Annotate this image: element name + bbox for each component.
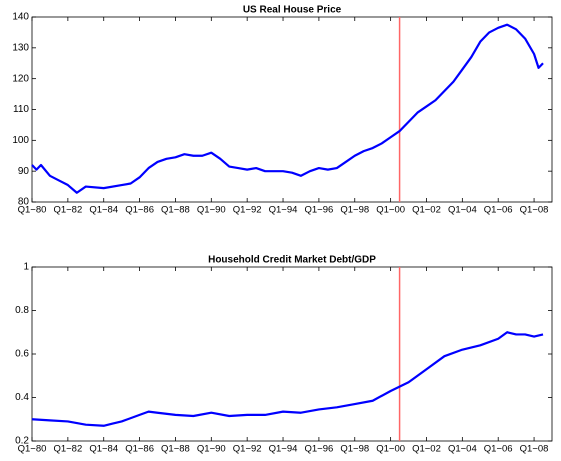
x-tick-label: Q1−04	[448, 444, 477, 455]
x-tick-label: Q1−82	[53, 444, 82, 455]
x-tick-label: Q1−98	[340, 205, 369, 216]
y-tick-label: 80	[18, 197, 30, 208]
x-tick-label: Q1−90	[197, 444, 226, 455]
data-line	[31, 23, 544, 194]
x-tick-label: Q1−96	[304, 205, 333, 216]
data-line	[31, 331, 544, 427]
y-tick-label: 120	[12, 73, 29, 84]
y-tick-label: 90	[18, 166, 30, 177]
y-tick-label: 0.4	[15, 392, 29, 403]
y-tick-label: 110	[13, 104, 29, 115]
x-tick-label: Q1−02	[412, 444, 441, 455]
x-tick-label: Q1−84	[89, 444, 118, 455]
x-tick-label: Q1−02	[412, 205, 441, 216]
x-tick-label: Q1−80	[18, 444, 47, 455]
x-tick-label: Q1−06	[484, 444, 513, 455]
y-tick-label: 0.8	[15, 305, 29, 316]
x-tick-label: Q1−88	[161, 444, 190, 455]
x-tick-label: Q1−82	[53, 205, 82, 216]
x-tick-label: Q1−90	[197, 205, 226, 216]
x-tick-label: Q1−00	[376, 444, 405, 455]
chart-title: US Real House Price	[243, 5, 342, 16]
y-tick-label: 1	[23, 262, 29, 273]
x-tick-label: Q1−98	[340, 444, 369, 455]
y-tick-label: 0.6	[15, 349, 29, 360]
chart-title: Household Credit Market Debt/GDP	[208, 255, 376, 266]
x-tick-label: Q1−96	[304, 444, 333, 455]
y-tick-label: 0.2	[15, 436, 29, 447]
x-tick-label: Q1−08	[520, 205, 549, 216]
x-tick-label: Q1−86	[125, 205, 154, 216]
x-tick-label: Q1−92	[233, 205, 262, 216]
y-tick-label: 100	[12, 135, 29, 146]
x-tick-label: Q1−92	[233, 444, 262, 455]
x-tick-label: Q1−00	[376, 205, 405, 216]
x-tick-label: Q1−94	[269, 444, 298, 455]
x-tick-label: Q1−08	[520, 444, 549, 455]
plot-frame	[31, 266, 553, 442]
y-tick-label: 130	[12, 42, 29, 53]
x-tick-label: Q1−86	[125, 444, 154, 455]
y-tick-label: 140	[12, 12, 29, 23]
x-tick-label: Q1−80	[18, 205, 47, 216]
x-tick-label: Q1−84	[89, 205, 118, 216]
x-tick-label: Q1−06	[484, 205, 513, 216]
plot-frame	[31, 16, 553, 203]
x-tick-label: Q1−88	[161, 205, 190, 216]
x-tick-label: Q1−94	[269, 205, 298, 216]
x-tick-label: Q1−04	[448, 205, 477, 216]
